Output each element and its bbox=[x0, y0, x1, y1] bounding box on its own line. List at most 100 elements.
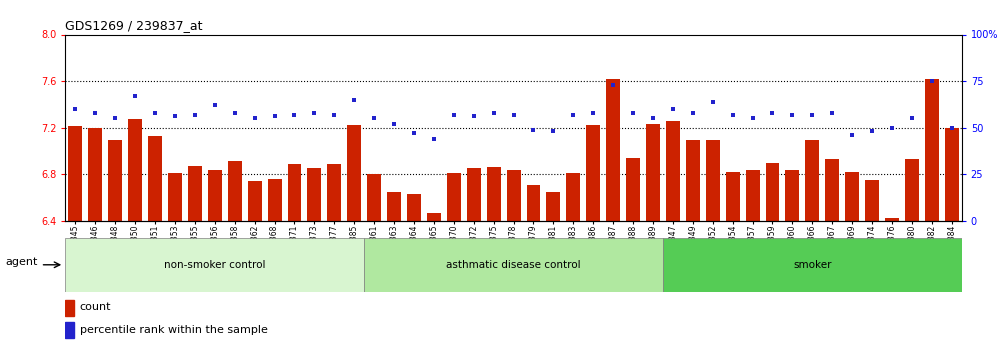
Point bbox=[465, 114, 481, 119]
Bar bbox=[566, 173, 580, 221]
Point bbox=[923, 78, 940, 84]
Bar bbox=[706, 140, 720, 221]
Point bbox=[267, 114, 283, 119]
Bar bbox=[407, 194, 421, 221]
Point bbox=[367, 116, 383, 121]
Bar bbox=[686, 140, 700, 221]
Bar bbox=[207, 169, 222, 221]
Bar bbox=[765, 162, 779, 221]
Point bbox=[644, 116, 661, 121]
Bar bbox=[65, 300, 75, 316]
Bar bbox=[65, 322, 75, 338]
Bar bbox=[865, 180, 879, 221]
Bar bbox=[606, 79, 620, 221]
Bar bbox=[826, 159, 839, 221]
Point bbox=[605, 82, 621, 88]
Text: smoker: smoker bbox=[794, 260, 832, 270]
FancyBboxPatch shape bbox=[365, 238, 663, 292]
Bar bbox=[806, 140, 820, 221]
Bar bbox=[507, 169, 521, 221]
Point bbox=[805, 112, 821, 117]
Bar bbox=[427, 213, 441, 221]
Point bbox=[944, 125, 960, 130]
Point bbox=[705, 99, 721, 104]
FancyBboxPatch shape bbox=[65, 238, 365, 292]
Point bbox=[187, 112, 203, 117]
Bar bbox=[626, 158, 640, 221]
Bar bbox=[646, 124, 660, 221]
Bar bbox=[248, 181, 262, 221]
Bar bbox=[945, 128, 959, 221]
Point bbox=[485, 110, 501, 116]
Point bbox=[406, 130, 422, 136]
Point bbox=[904, 116, 920, 121]
Point bbox=[147, 110, 163, 116]
Bar bbox=[288, 164, 301, 221]
Point bbox=[546, 129, 562, 134]
Bar bbox=[547, 192, 560, 221]
Bar bbox=[745, 169, 759, 221]
Point bbox=[88, 110, 104, 116]
Bar bbox=[327, 164, 341, 221]
Point bbox=[127, 93, 143, 99]
Point bbox=[67, 106, 84, 112]
Bar bbox=[347, 125, 362, 221]
Bar bbox=[168, 173, 182, 221]
Bar bbox=[228, 161, 242, 221]
Bar bbox=[447, 173, 461, 221]
Point bbox=[107, 116, 123, 121]
Point bbox=[446, 112, 462, 117]
Point bbox=[167, 114, 183, 119]
Point bbox=[306, 110, 322, 116]
Bar bbox=[666, 121, 680, 221]
Point bbox=[864, 129, 880, 134]
Bar bbox=[368, 174, 381, 221]
Text: agent: agent bbox=[5, 257, 37, 267]
Bar bbox=[885, 218, 899, 221]
Point bbox=[526, 127, 542, 132]
Point bbox=[227, 110, 243, 116]
Point bbox=[744, 116, 760, 121]
Bar bbox=[467, 168, 480, 221]
Point bbox=[326, 112, 342, 117]
Bar bbox=[148, 136, 162, 221]
Point bbox=[665, 106, 681, 112]
Point bbox=[625, 110, 641, 116]
Point bbox=[884, 125, 900, 130]
Bar bbox=[128, 119, 142, 221]
Bar bbox=[527, 185, 541, 221]
Bar bbox=[89, 128, 103, 221]
Point bbox=[764, 110, 780, 116]
Point bbox=[784, 112, 801, 117]
Point bbox=[346, 97, 363, 102]
Bar bbox=[387, 192, 401, 221]
Point bbox=[844, 132, 860, 138]
Point bbox=[585, 110, 601, 116]
Bar bbox=[785, 169, 800, 221]
Text: asthmatic disease control: asthmatic disease control bbox=[446, 260, 581, 270]
Bar bbox=[109, 140, 122, 221]
Text: count: count bbox=[80, 303, 111, 313]
Point bbox=[247, 116, 263, 121]
Point bbox=[685, 110, 701, 116]
Point bbox=[506, 112, 522, 117]
Bar bbox=[68, 127, 83, 221]
Point bbox=[824, 110, 840, 116]
Bar bbox=[188, 166, 201, 221]
Bar bbox=[586, 125, 600, 221]
Point bbox=[286, 112, 302, 117]
Point bbox=[206, 102, 223, 108]
Bar bbox=[845, 172, 859, 221]
Point bbox=[565, 112, 581, 117]
Bar bbox=[905, 159, 918, 221]
Bar bbox=[726, 172, 739, 221]
Point bbox=[386, 121, 402, 127]
Point bbox=[426, 136, 442, 141]
Text: non-smoker control: non-smoker control bbox=[164, 260, 266, 270]
Bar bbox=[268, 179, 282, 221]
Bar bbox=[924, 79, 939, 221]
Bar bbox=[307, 168, 321, 221]
FancyBboxPatch shape bbox=[663, 238, 962, 292]
Text: GDS1269 / 239837_at: GDS1269 / 239837_at bbox=[65, 19, 203, 32]
Text: percentile rank within the sample: percentile rank within the sample bbox=[80, 325, 268, 335]
